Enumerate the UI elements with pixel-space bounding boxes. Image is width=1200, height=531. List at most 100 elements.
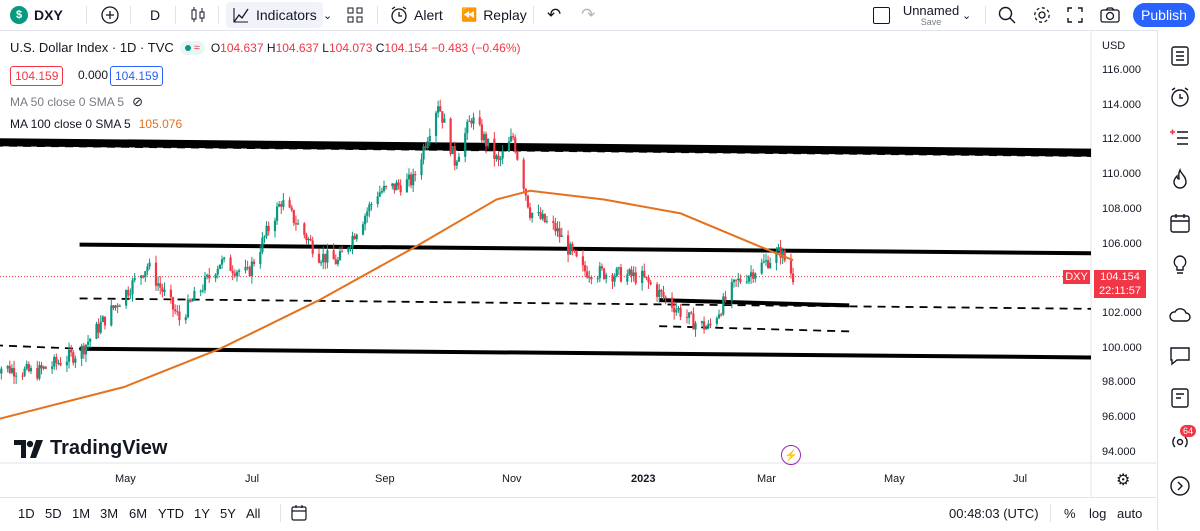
timezone-button[interactable]: 00:48:03 (UTC) xyxy=(949,498,1039,528)
right-sidebar: 64 xyxy=(1157,30,1200,530)
help-icon[interactable] xyxy=(1168,474,1192,498)
candle xyxy=(142,275,144,279)
layouts-button[interactable] xyxy=(346,0,364,30)
percent-toggle[interactable]: % xyxy=(1064,498,1076,528)
candle xyxy=(561,228,563,237)
lightning-icon[interactable]: ⚡ xyxy=(781,445,801,465)
goto-date-button[interactable] xyxy=(290,498,308,528)
candle xyxy=(575,250,577,257)
snapshot-button[interactable] xyxy=(1099,0,1121,30)
alert-button[interactable]: Alert xyxy=(389,0,443,30)
range-button-1y[interactable]: 1Y xyxy=(194,498,210,528)
eye-off-icon[interactable]: ⊘ xyxy=(132,94,143,110)
indicators-dropdown[interactable]: ⌄ xyxy=(323,0,332,30)
axis-settings-gear-icon[interactable]: ⚙ xyxy=(1116,470,1130,490)
symbol-search[interactable]: $ DXY xyxy=(10,0,63,30)
range-button-ytd[interactable]: YTD xyxy=(158,498,184,528)
compare-button[interactable] xyxy=(100,0,120,30)
candle xyxy=(556,221,558,237)
layout-checkbox[interactable] xyxy=(873,0,890,30)
candle xyxy=(59,357,61,366)
candle xyxy=(647,275,649,289)
candle xyxy=(148,259,150,270)
candle xyxy=(703,316,705,333)
log-toggle[interactable]: log xyxy=(1089,498,1106,528)
indicators-button[interactable]: Indicators xyxy=(226,2,323,28)
candle xyxy=(351,232,353,255)
layout-dropdown[interactable]: ⌄ xyxy=(962,0,971,30)
alarm-clock-icon[interactable] xyxy=(1168,85,1192,109)
candle xyxy=(601,263,603,270)
tradingview-logo[interactable]: TradingView xyxy=(14,437,167,460)
chart-type-button[interactable] xyxy=(188,0,208,30)
candle xyxy=(280,201,282,214)
search-button[interactable] xyxy=(997,0,1017,30)
ma50-legend[interactable]: MA 50 close 0 SMA 5 ⊘ xyxy=(10,94,143,110)
calendar-icon[interactable] xyxy=(1168,211,1192,235)
candle xyxy=(364,213,366,230)
candle xyxy=(571,242,573,256)
range-button-5y[interactable]: 5Y xyxy=(220,498,236,528)
candle xyxy=(377,192,379,208)
candle xyxy=(13,361,15,384)
candle xyxy=(662,286,664,300)
replay-button[interactable]: ⏪ Replay xyxy=(461,0,527,30)
symbol-title[interactable]: U.S. Dollar Index · 1D · TVC xyxy=(10,40,174,55)
candle xyxy=(397,179,399,190)
candle xyxy=(104,316,106,329)
redo-button[interactable]: ↷ xyxy=(581,0,595,30)
notifications-button[interactable]: 64 xyxy=(1168,430,1192,454)
gear-icon xyxy=(1032,5,1052,25)
lightbulb-icon[interactable] xyxy=(1168,253,1192,277)
y-axis-tick: 102.000 xyxy=(1102,307,1142,319)
range-button-5d[interactable]: 5D xyxy=(45,498,62,528)
auto-toggle[interactable]: auto xyxy=(1117,498,1142,528)
candle xyxy=(144,271,146,282)
candle xyxy=(692,307,694,329)
trend-line[interactable] xyxy=(659,326,849,331)
publish-button[interactable]: Publish xyxy=(1133,3,1195,27)
layout-name[interactable]: Unnamed Save xyxy=(903,0,959,30)
range-button-1m[interactable]: 1M xyxy=(72,498,90,528)
fullscreen-button[interactable] xyxy=(1066,0,1084,30)
range-button-6m[interactable]: 6M xyxy=(129,498,147,528)
x-axis-tick: Sep xyxy=(375,473,395,485)
candle xyxy=(200,289,202,296)
buy-price-button[interactable]: 104.159 xyxy=(110,66,163,86)
candle xyxy=(24,366,26,377)
price-chart[interactable] xyxy=(0,31,1156,497)
x-axis-tick: May xyxy=(115,473,136,485)
chat-icon[interactable] xyxy=(1168,344,1192,368)
range-button-all[interactable]: All xyxy=(246,498,260,528)
candle xyxy=(102,315,104,322)
cloud-icon[interactable] xyxy=(1168,303,1192,327)
interval-button[interactable]: D xyxy=(150,0,160,30)
spread-value: 0.000 xyxy=(74,66,112,84)
range-button-1d[interactable]: 1D xyxy=(18,498,35,528)
trend-line[interactable] xyxy=(80,245,1091,254)
trend-line[interactable] xyxy=(0,345,80,348)
range-button-3m[interactable]: 3M xyxy=(100,498,118,528)
candle xyxy=(368,202,370,218)
fire-icon[interactable] xyxy=(1168,168,1192,192)
settings-button[interactable] xyxy=(1032,0,1052,30)
market-status-badge[interactable]: ≈ xyxy=(180,41,205,55)
add-list-icon[interactable] xyxy=(1168,126,1192,150)
divider xyxy=(86,6,87,24)
trend-line[interactable] xyxy=(80,298,1091,308)
trend-line[interactable] xyxy=(80,349,1091,358)
undo-icon: ↶ xyxy=(547,5,561,25)
candle xyxy=(412,169,414,192)
ma100-legend[interactable]: MA 100 close 0 SMA 5 105.076 xyxy=(10,117,182,131)
symbol-label: DXY xyxy=(34,7,63,23)
undo-button[interactable]: ↶ xyxy=(547,0,561,30)
watchlist-icon[interactable] xyxy=(1168,44,1192,68)
candle xyxy=(597,276,599,283)
candle xyxy=(354,233,356,240)
ohlc-values: O104.637 H104.637 L104.073 C104.154 −0.4… xyxy=(211,41,521,55)
notes-icon[interactable] xyxy=(1168,386,1192,410)
sell-price-button[interactable]: 104.159 xyxy=(10,66,63,86)
candle xyxy=(249,265,251,277)
candle xyxy=(493,132,495,167)
chart-pane[interactable] xyxy=(0,31,1156,497)
